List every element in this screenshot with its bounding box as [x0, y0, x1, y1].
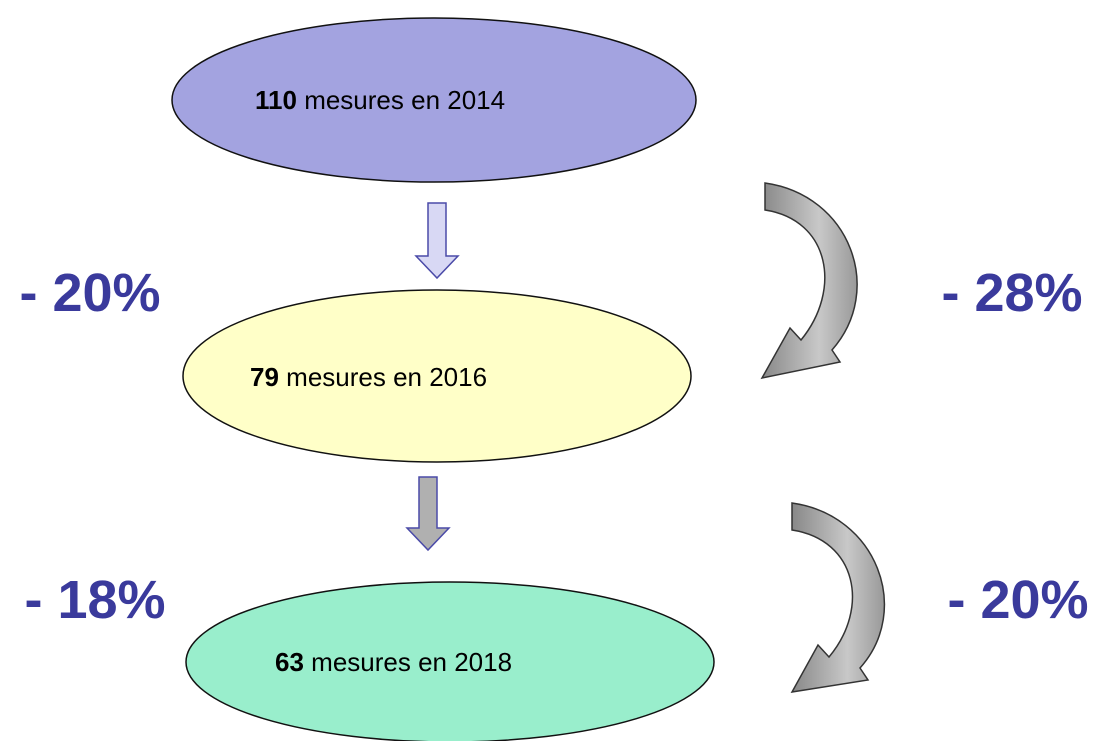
curved-arrow [760, 182, 858, 380]
node-text: 79 mesures en 2016 [250, 362, 487, 392]
left-change: - 18% [24, 570, 165, 630]
node-ellipse [182, 289, 692, 463]
left-change: - 20% [19, 263, 160, 323]
right-change: - 28% [941, 263, 1082, 323]
node-count: 79 [250, 362, 279, 392]
node-ellipse [185, 581, 715, 741]
node-count: 63 [275, 647, 304, 677]
right-change: - 20% [947, 570, 1088, 630]
node-ellipse [171, 17, 697, 183]
curved-arrow [790, 502, 885, 693]
down-arrow [414, 202, 460, 280]
node-label: mesures en 2014 [304, 85, 505, 115]
node-count: 110 [255, 85, 297, 115]
down-arrow [405, 476, 451, 552]
node-text: 110 mesures en 2014 [255, 85, 505, 115]
node-text: 63 mesures en 2018 [275, 647, 512, 677]
node-label: mesures en 2018 [311, 647, 512, 677]
node-label: mesures en 2016 [286, 362, 487, 392]
